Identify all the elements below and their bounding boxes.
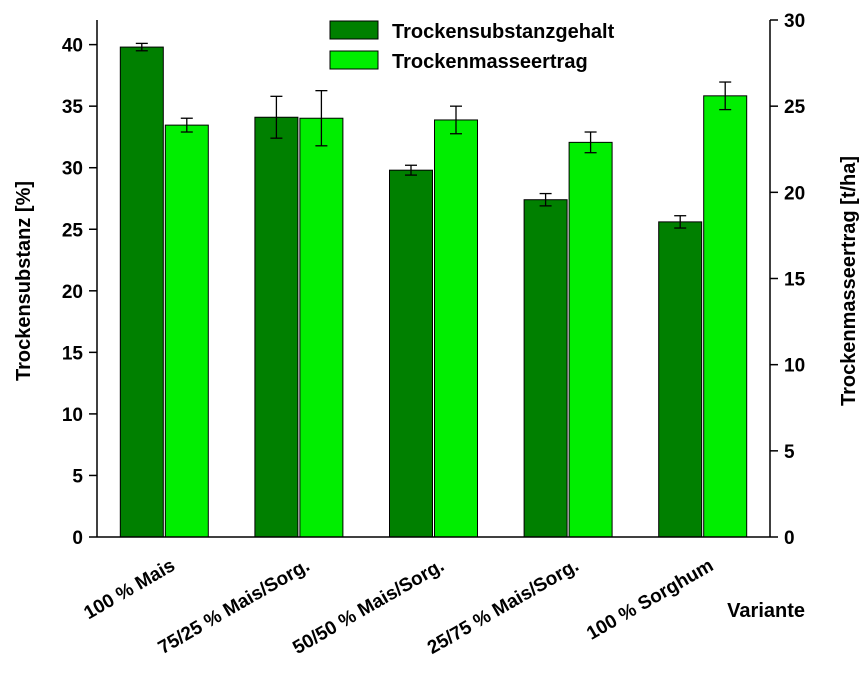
bar-trockensubstanzgehalt-2 bbox=[389, 169, 433, 538]
error-bar-0-1 bbox=[270, 95, 283, 139]
y-left-tick-label-6: 30 bbox=[62, 159, 83, 180]
y-left-tick-label-7: 35 bbox=[62, 97, 84, 118]
x-tick-label-2: 50/50 % Mais/Sorg. bbox=[289, 555, 448, 659]
bar-trockensubstanzgehalt-3 bbox=[523, 199, 568, 538]
error-bar-0-2 bbox=[405, 164, 417, 176]
legend-swatch-0 bbox=[329, 20, 379, 40]
bar-trockenmasseertrag-3 bbox=[568, 141, 613, 538]
bar-trockensubstanzgehalt-1 bbox=[254, 116, 299, 538]
x-axis-title: Variante bbox=[727, 600, 805, 622]
error-bar-1-4 bbox=[719, 81, 732, 111]
x-tick-label-3: 25/75 % Mais/Sorg. bbox=[424, 555, 583, 659]
y-right-tick-label-3: 15 bbox=[784, 270, 806, 291]
y-left-axis-title: Trockensubstanz [%] bbox=[13, 181, 35, 381]
y-right-tick-label-2: 10 bbox=[784, 356, 805, 377]
error-bar-0-0 bbox=[135, 42, 148, 52]
legend-swatch-1 bbox=[329, 50, 379, 70]
y-left-tick-label-8: 40 bbox=[62, 36, 83, 57]
bar-trockensubstanzgehalt-0 bbox=[119, 46, 164, 538]
x-tick-label-1: 75/25 % Mais/Sorg. bbox=[155, 555, 314, 659]
y-left-tick-label-0: 0 bbox=[72, 528, 83, 549]
error-bars-group bbox=[135, 42, 732, 229]
error-bar-1-2 bbox=[450, 105, 462, 135]
legend-item-1: Trockenmasseertrag bbox=[329, 50, 588, 73]
x-tick-label-4: 100 % Sorghum bbox=[583, 555, 717, 644]
y-right-tick-label-4: 20 bbox=[784, 183, 805, 204]
y-left-tick-label-4: 20 bbox=[62, 282, 83, 303]
y-right-tick-label-0: 0 bbox=[784, 528, 795, 549]
y-right-axis-title: Trockenmasseertrag [t/ha] bbox=[838, 156, 860, 406]
y-right-tick-label-6: 30 bbox=[784, 11, 805, 32]
bar-trockenmasseertrag-4 bbox=[703, 95, 748, 538]
error-bar-0-3 bbox=[539, 192, 552, 207]
y-right-tick-label-5: 25 bbox=[784, 97, 806, 118]
bar-trockenmasseertrag-0 bbox=[164, 124, 209, 538]
legend-label-0: Trockensubstanzgehalt bbox=[392, 21, 615, 43]
legend-label-1: Trockenmasseertrag bbox=[392, 51, 588, 73]
x-tick-label-0: 100 % Mais bbox=[80, 555, 178, 624]
bar-trockenmasseertrag-2 bbox=[434, 119, 478, 538]
legend: Trockensubstanzgehalt Trockenmasseertrag bbox=[329, 20, 615, 73]
y-left-tick-label-3: 15 bbox=[62, 343, 84, 364]
error-bar-1-0 bbox=[180, 117, 193, 133]
y-right-tick-label-1: 5 bbox=[784, 442, 795, 463]
y-left-tick-label-2: 10 bbox=[62, 405, 83, 426]
bar-trockenmasseertrag-1 bbox=[299, 117, 344, 538]
y-left-tick-label-5: 25 bbox=[62, 220, 84, 241]
error-bar-1-3 bbox=[584, 131, 597, 154]
bars-group bbox=[119, 46, 748, 538]
error-bar-1-1 bbox=[315, 90, 328, 147]
bar-trockensubstanzgehalt-4 bbox=[658, 221, 703, 538]
y-left-tick-label-1: 5 bbox=[72, 466, 83, 487]
error-bar-0-4 bbox=[674, 215, 687, 229]
legend-item-0: Trockensubstanzgehalt bbox=[329, 20, 615, 43]
